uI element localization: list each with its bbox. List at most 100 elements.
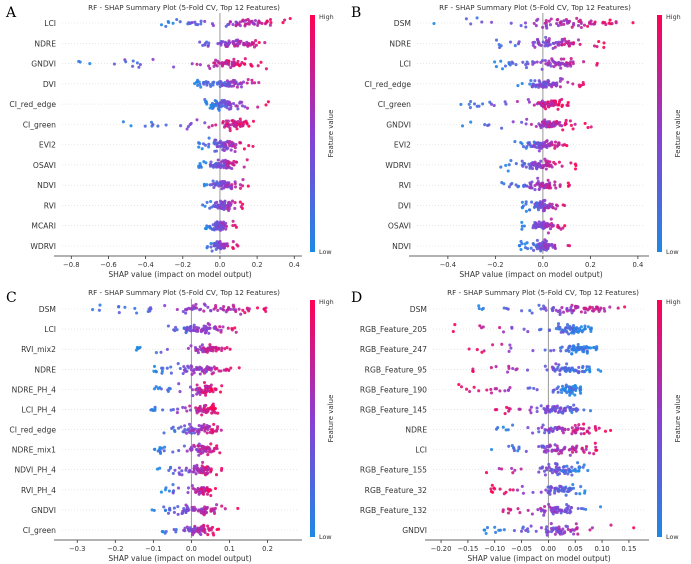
shap-point: [215, 242, 219, 246]
shap-point: [570, 426, 574, 430]
shap-point: [554, 83, 558, 87]
shap-point: [552, 468, 556, 472]
shap-point: [201, 460, 205, 464]
shap-point: [204, 161, 208, 165]
shap-point: [457, 382, 461, 387]
shap-point: [576, 506, 580, 511]
shap-point: [538, 101, 543, 105]
shap-point: [117, 304, 121, 309]
feature-label: GNDVI: [386, 120, 411, 129]
shap-point: [506, 428, 510, 432]
shap-point: [538, 162, 542, 166]
shap-point: [233, 206, 237, 210]
feature-label: RGB_Feature_132: [360, 506, 427, 515]
shap-point: [539, 183, 543, 187]
shap-point: [211, 410, 215, 414]
shap-point: [465, 387, 469, 391]
shap-point: [129, 124, 133, 128]
feature-label: CI_green: [378, 100, 411, 109]
shap-point: [507, 163, 511, 167]
shap-point: [593, 307, 597, 311]
shap-point: [207, 125, 211, 129]
shap-point: [216, 42, 220, 46]
shap-point: [218, 223, 222, 227]
shap-point: [189, 344, 193, 348]
x-tick-label: 0.05: [568, 545, 583, 553]
shap-point: [247, 307, 251, 311]
shap-point: [207, 331, 211, 335]
shap-point: [206, 305, 210, 309]
feature-dots-lci: [159, 16, 292, 28]
shap-point: [190, 505, 194, 509]
shap-point: [560, 43, 564, 47]
shap-point: [209, 442, 213, 446]
shap-point: [535, 141, 539, 145]
shap-point: [565, 309, 570, 313]
shap-point: [561, 128, 565, 132]
shap-point: [211, 83, 215, 87]
shap-point: [204, 393, 208, 397]
shap-point: [208, 343, 212, 347]
shap-point: [566, 103, 570, 108]
shap-point: [601, 21, 605, 25]
shap-point: [576, 38, 581, 42]
shap-point: [490, 20, 494, 24]
shap-point: [198, 63, 202, 67]
shap-point: [529, 182, 533, 186]
feature-dots-wdrvi: [205, 239, 240, 253]
x-tick-label: 0.1: [224, 545, 235, 553]
shap-point: [558, 79, 562, 83]
shap-point: [564, 326, 568, 330]
shap-point: [570, 465, 574, 469]
shap-point: [529, 405, 533, 409]
shap-point: [184, 328, 188, 332]
shap-point: [524, 25, 528, 29]
shap-point: [459, 102, 463, 106]
shap-point: [516, 84, 520, 88]
shap-panel-a: A RF - SHAP Summary Plot (5-Fold CV, Top …: [5, 3, 335, 279]
shap-point: [195, 62, 199, 66]
shap-point: [503, 389, 507, 393]
shap-point: [233, 149, 237, 154]
feature-dots-rgb_feature_190: [457, 382, 583, 397]
x-tick-label: 0.0: [215, 261, 226, 269]
shap-point: [558, 184, 562, 188]
x-tick-label: −0.05: [511, 545, 532, 553]
shap-point: [547, 37, 551, 41]
shap-point: [198, 141, 202, 146]
shap-point: [571, 23, 576, 27]
shap-point: [577, 329, 581, 334]
shap-point: [469, 99, 473, 104]
shap-point: [511, 366, 515, 371]
shap-point: [234, 160, 238, 164]
shap-point: [571, 323, 576, 328]
shap-point: [177, 382, 181, 386]
shap-point: [216, 411, 220, 415]
shap-point: [451, 329, 455, 334]
shap-point: [566, 489, 570, 494]
shap-point: [182, 444, 186, 448]
shap-point: [229, 202, 233, 206]
shap-point: [490, 483, 494, 487]
shap-point: [579, 432, 583, 436]
shap-point: [216, 158, 220, 162]
shap-point: [561, 38, 565, 43]
shap-point: [480, 307, 484, 311]
shap-point: [483, 528, 487, 532]
shap-point: [545, 525, 549, 529]
shap-point: [557, 40, 561, 44]
shap-point: [570, 347, 574, 351]
feature-label: DSM: [394, 19, 411, 28]
shap-point: [553, 146, 557, 150]
shap-point: [133, 306, 137, 310]
shap-point: [221, 164, 225, 168]
shap-point: [507, 406, 511, 410]
shap-point: [553, 448, 557, 452]
shap-point: [165, 366, 169, 370]
feature-label: NDVI: [37, 181, 56, 190]
shap-point: [554, 526, 559, 530]
shap-point: [567, 19, 572, 23]
shap-point: [587, 451, 592, 455]
shap-point: [497, 466, 501, 471]
shap-point: [205, 431, 209, 435]
